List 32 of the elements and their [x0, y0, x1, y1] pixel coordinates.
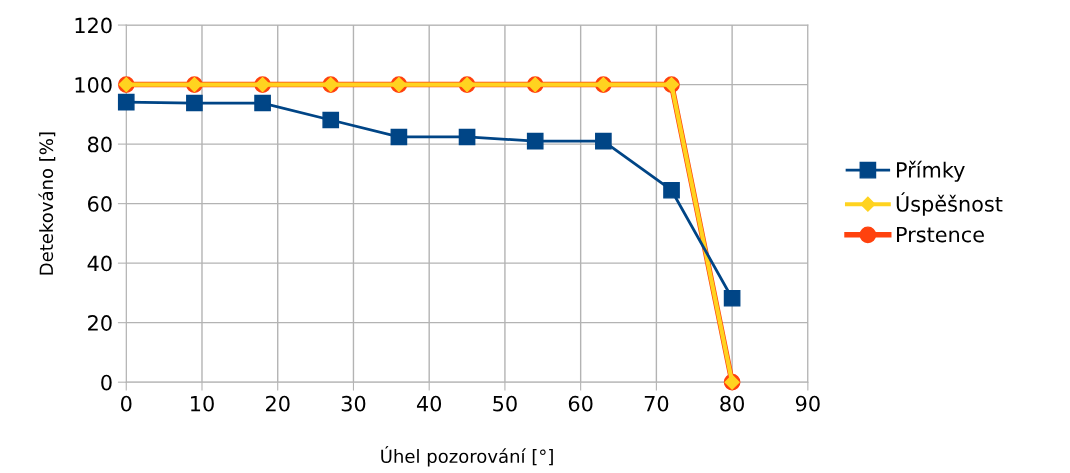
y-tick-label: 80: [87, 136, 112, 153]
y-tick-label: 120: [75, 17, 112, 34]
point: [526, 132, 544, 150]
y-tick-label: 100: [75, 77, 112, 93]
x-axis-title: Úhel pozorování [°]: [381, 446, 553, 467]
x-tick-label: 60: [568, 395, 593, 412]
point: [254, 94, 271, 112]
x-tick-label: 40: [416, 395, 442, 412]
y-tick-label: 60: [88, 196, 112, 212]
x-tick-label: 80: [720, 395, 744, 412]
x-tick-label: 30: [341, 395, 366, 412]
x-tick-label: 50: [493, 395, 517, 412]
x-tick-label: 90: [795, 395, 820, 412]
y-tick-label: 20: [88, 315, 112, 331]
y-axis-title: Detekováno [%]: [38, 132, 56, 275]
x-tick-label: 20: [266, 395, 290, 412]
point: [723, 289, 741, 307]
point: [117, 93, 135, 111]
point: [390, 128, 408, 146]
point: [322, 111, 340, 129]
point: [458, 128, 476, 146]
legend-label: Úspěšnost: [896, 192, 1003, 216]
legend-label: Přímky: [897, 160, 965, 182]
legend-label: Prstence: [897, 226, 984, 243]
x-tick-label: 70: [644, 395, 669, 412]
x-tick-label: 0: [121, 395, 132, 412]
y-tick-label: 0: [101, 374, 112, 391]
point: [186, 94, 203, 112]
y-tick-label: 40: [87, 255, 112, 272]
x-tick-label: 10: [191, 395, 214, 412]
point: [663, 181, 680, 199]
point: [595, 132, 612, 150]
